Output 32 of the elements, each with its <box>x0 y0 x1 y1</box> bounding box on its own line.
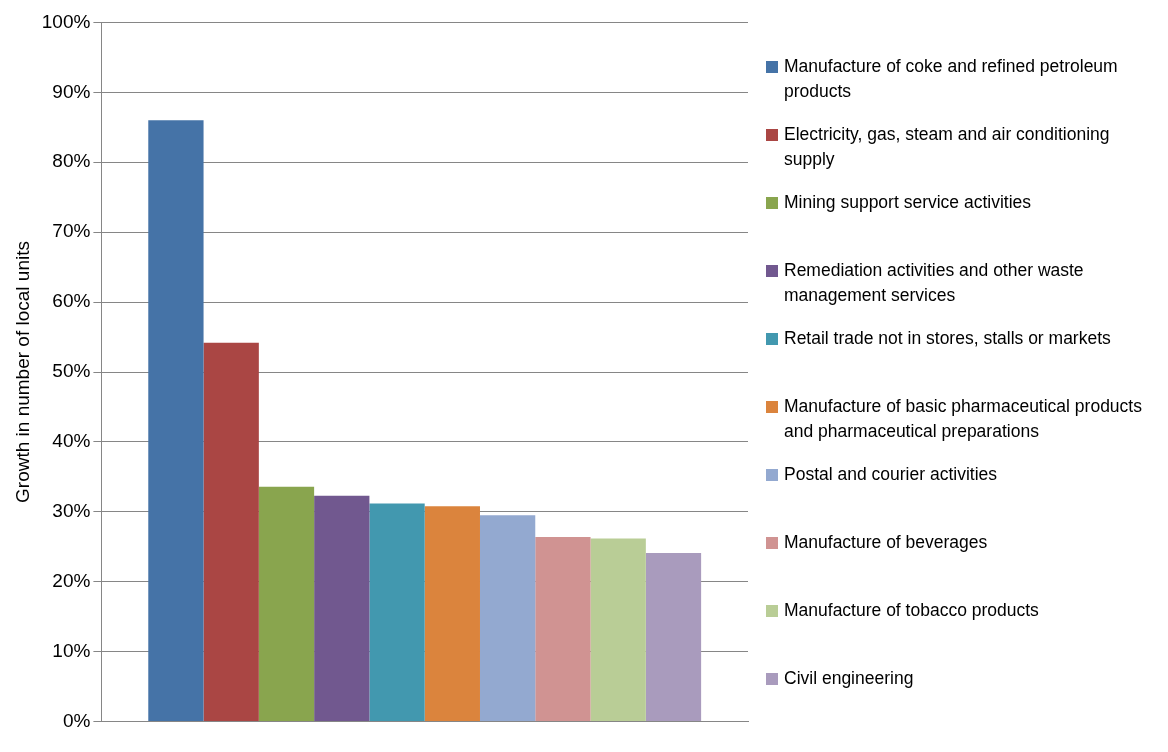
legend-label: Manufacture of beverages <box>784 531 988 554</box>
legend-label: Manufacture of basic pharmaceutical products and pharmaceutical preparations <box>784 395 1143 443</box>
legend-label: Remediation activities and other waste management services <box>784 259 1085 307</box>
bar <box>148 120 204 722</box>
bar <box>535 537 591 722</box>
bar <box>314 495 370 722</box>
bar <box>258 486 315 722</box>
legend-label: Manufacture of tobacco products <box>784 599 1039 622</box>
y-tick-label: 30% <box>52 500 91 522</box>
legend-label: Mining support service activities <box>784 191 1032 214</box>
y-tick-label: 20% <box>52 569 91 591</box>
legend-label: Manufacture of coke and refined petroleum products <box>784 55 1119 103</box>
bar <box>479 515 536 722</box>
y-tick-label: 70% <box>52 220 91 242</box>
y-tick-label: 0% <box>62 709 91 731</box>
y-axis-title: Growth in number of local units <box>11 241 33 503</box>
legend-label: Civil engineering <box>784 667 914 690</box>
y-tick-label: 90% <box>52 80 91 102</box>
legend-label: Postal and courier activities <box>784 463 998 486</box>
bar <box>369 503 425 722</box>
y-tick-label: 40% <box>52 430 91 452</box>
y-tick-label: 80% <box>52 150 91 172</box>
y-tick-label: 10% <box>52 639 91 661</box>
bar <box>645 553 702 722</box>
legend-label: Retail trade not in stores, stalls or markets <box>784 327 1111 350</box>
bar <box>203 342 259 722</box>
y-tick-label: 100% <box>41 10 91 32</box>
bar <box>590 538 646 722</box>
bar <box>424 506 480 722</box>
legend-label: Electricity, gas, steam and air conditioning supply <box>784 123 1111 171</box>
y-tick-label: 50% <box>52 360 91 382</box>
y-tick-label: 60% <box>52 290 91 312</box>
